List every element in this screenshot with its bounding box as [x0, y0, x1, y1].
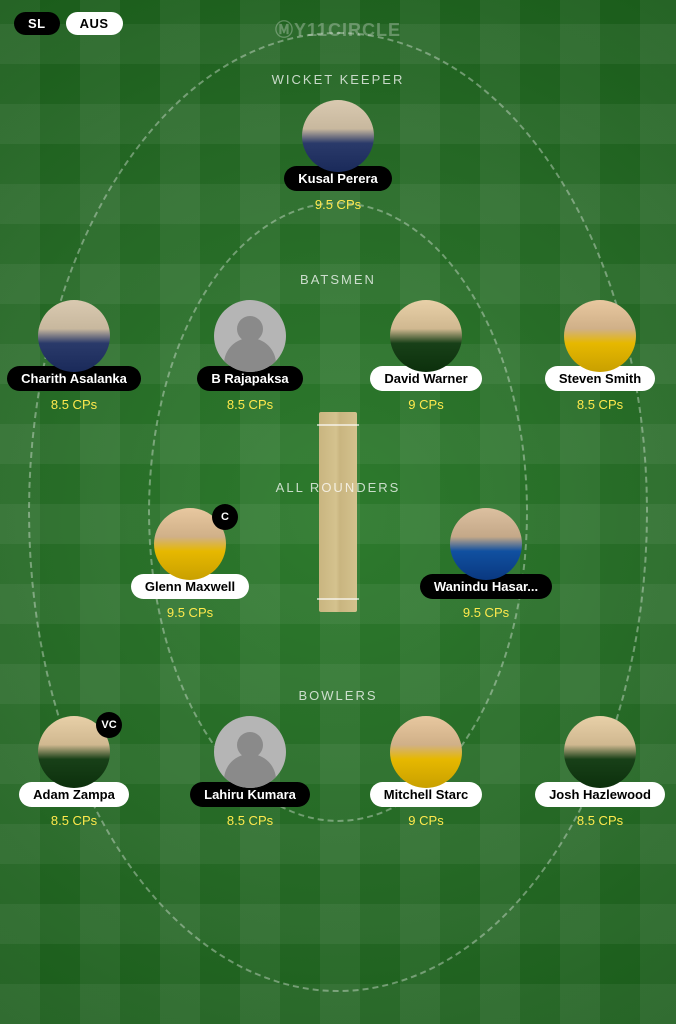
player-lahiru-kumara[interactable]: Lahiru Kumara 8.5 CPs	[180, 716, 320, 828]
player-credits: 9 CPs	[408, 397, 443, 412]
player-credits: 9.5 CPs	[315, 197, 361, 212]
vice-captain-badge: VC	[96, 712, 122, 738]
player-mitchell-starc[interactable]: Mitchell Starc 9 CPs	[356, 716, 496, 828]
player-avatar	[564, 300, 636, 372]
player-avatar-placeholder	[214, 300, 286, 372]
player-avatar	[564, 716, 636, 788]
player-avatar	[302, 100, 374, 172]
player-credits: 9.5 CPs	[167, 605, 213, 620]
player-glenn-maxwell[interactable]: C Glenn Maxwell 9.5 CPs	[120, 508, 260, 620]
player-kusal-perera[interactable]: Kusal Perera 9.5 CPs	[268, 100, 408, 212]
section-all-rounders: ALL ROUNDERS	[276, 480, 401, 495]
player-wanindu-hasaranga[interactable]: Wanindu Hasar... 9.5 CPs	[416, 508, 556, 620]
team-pill-sl[interactable]: SL	[14, 12, 60, 35]
player-steven-smith[interactable]: Steven Smith 8.5 CPs	[530, 300, 670, 412]
player-avatar	[390, 716, 462, 788]
player-credits: 9 CPs	[408, 813, 443, 828]
brand-watermark: ⓂY11CIRCLE	[275, 16, 401, 42]
captain-badge: C	[212, 504, 238, 530]
player-david-warner[interactable]: David Warner 9 CPs	[356, 300, 496, 412]
player-avatar-placeholder	[214, 716, 286, 788]
player-b-rajapaksa[interactable]: B Rajapaksa 8.5 CPs	[180, 300, 320, 412]
player-avatar	[38, 300, 110, 372]
section-batsmen: BATSMEN	[300, 272, 376, 287]
player-credits: 8.5 CPs	[51, 813, 97, 828]
player-josh-hazlewood[interactable]: Josh Hazlewood 8.5 CPs	[530, 716, 670, 828]
player-credits: 8.5 CPs	[577, 813, 623, 828]
player-credits: 8.5 CPs	[51, 397, 97, 412]
player-credits: 8.5 CPs	[227, 397, 273, 412]
player-avatar	[450, 508, 522, 580]
player-adam-zampa[interactable]: VC Adam Zampa 8.5 CPs	[4, 716, 144, 828]
pitch	[319, 412, 357, 612]
section-wicket-keeper: WICKET KEEPER	[272, 72, 405, 87]
section-bowlers: BOWLERS	[298, 688, 377, 703]
player-credits: 8.5 CPs	[577, 397, 623, 412]
player-credits: 9.5 CPs	[463, 605, 509, 620]
player-charith-asalanka[interactable]: Charith Asalanka 8.5 CPs	[4, 300, 144, 412]
team-toggle: SL AUS	[14, 12, 123, 35]
player-avatar	[390, 300, 462, 372]
team-pill-aus[interactable]: AUS	[66, 12, 123, 35]
player-credits: 8.5 CPs	[227, 813, 273, 828]
